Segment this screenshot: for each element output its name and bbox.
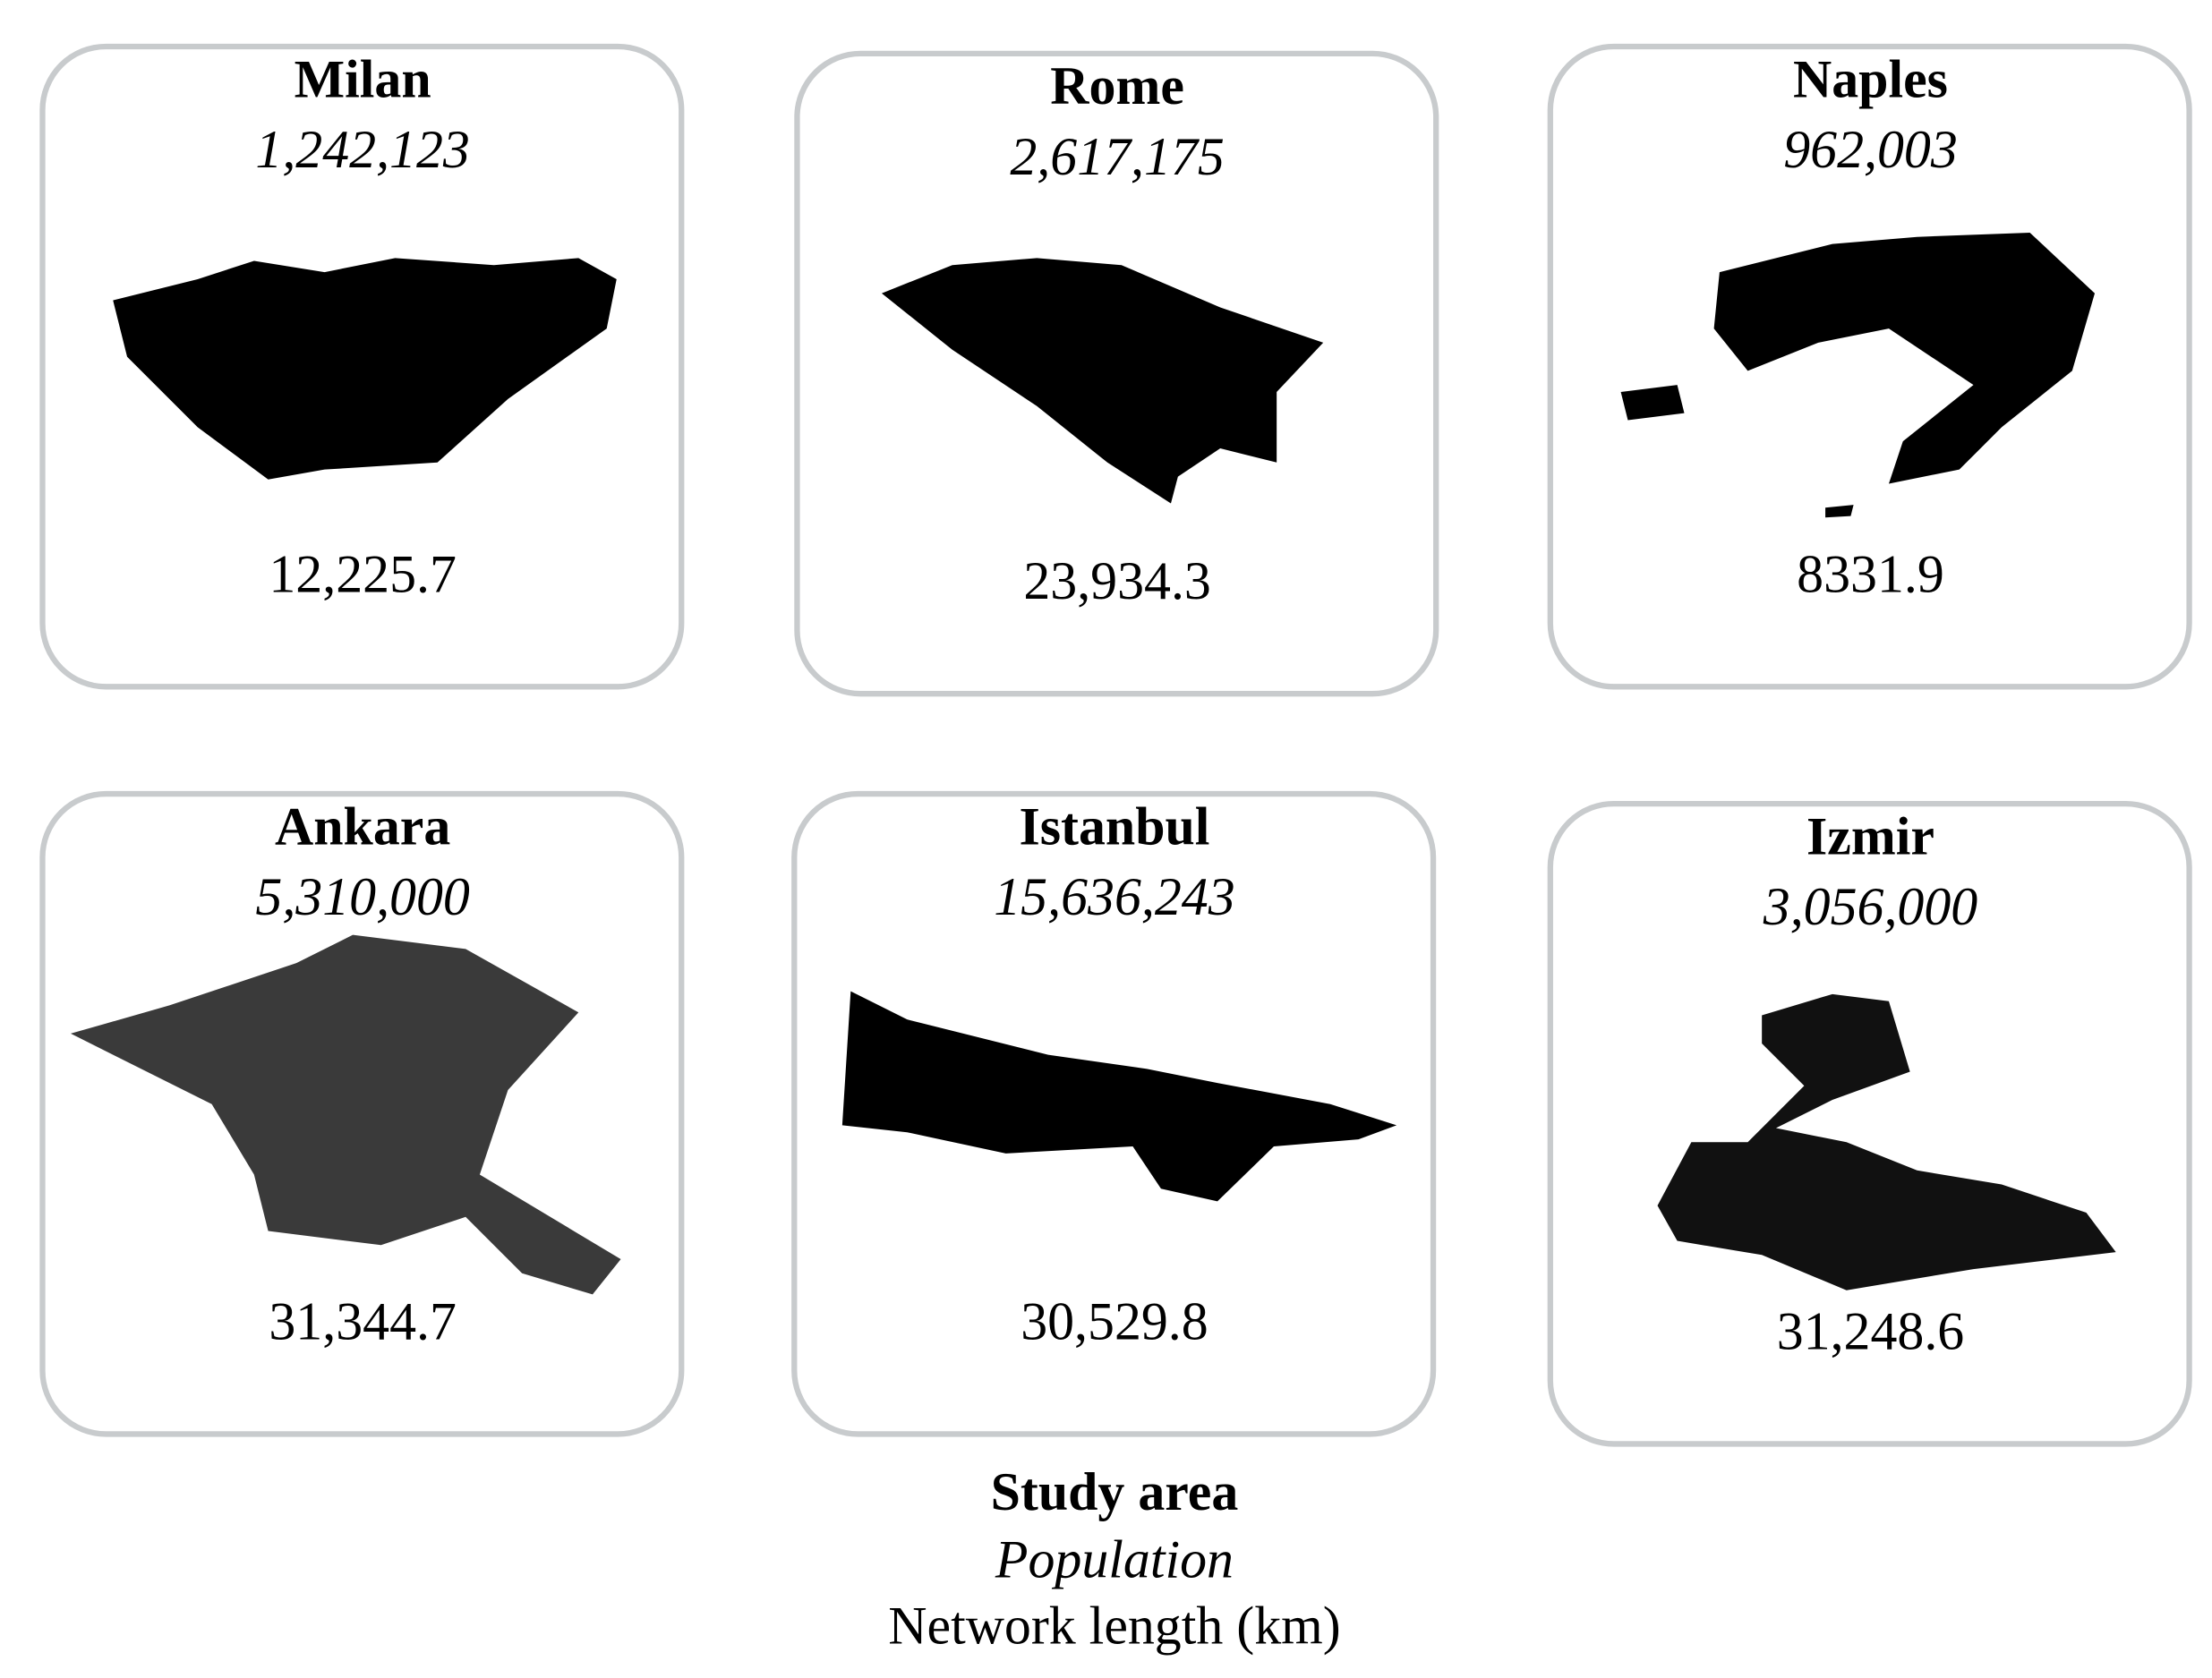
network-map — [1657, 993, 2116, 1290]
network-length: 8331.9 — [1797, 544, 1944, 603]
population: 1,242,123 — [255, 120, 469, 179]
panel: Naples 962,003 8331.9 — [1547, 43, 2192, 690]
population: 2,617,175 — [1010, 127, 1224, 186]
legend-title: Study area — [991, 1462, 1239, 1521]
population: 15,636,243 — [994, 867, 1234, 926]
city-name: Ankara — [275, 796, 450, 856]
network-length: 30,529.8 — [1021, 1291, 1208, 1350]
network-length: 31,248.6 — [1777, 1301, 1965, 1360]
network-map — [113, 258, 617, 480]
legend-network-length: Network length (km) — [888, 1597, 1340, 1656]
panel: Milan 1,242,123 12,225.7 — [39, 43, 685, 690]
population: 962,003 — [1783, 120, 1958, 179]
city-name: Milan — [295, 49, 431, 108]
city-name: Rome — [1050, 56, 1184, 115]
panel-frame — [1547, 43, 2192, 690]
network-length: 12,225.7 — [269, 544, 457, 603]
network-map — [70, 934, 621, 1295]
panel-frame — [1547, 800, 2192, 1447]
panel: Istanbul 15,636,243 30,529.8 — [791, 790, 1437, 1437]
panel: Ankara 5,310,000 31,344.7 — [39, 790, 685, 1437]
city-name: Istanbul — [1019, 796, 1209, 856]
legend-population: Population — [995, 1530, 1234, 1589]
network-length: 23,934.3 — [1023, 551, 1211, 610]
population: 3,056,000 — [1763, 877, 1978, 936]
population: 5,310,000 — [255, 867, 470, 926]
panel: Rome 2,617,175 23,934.3 — [794, 50, 1439, 697]
city-name: Izmir — [1806, 806, 1934, 865]
network-length: 31,344.7 — [269, 1291, 457, 1350]
network-map — [841, 991, 1397, 1202]
panel: Izmir 3,056,000 31,248.6 — [1547, 800, 2192, 1447]
network-map — [1620, 232, 2096, 518]
city-name: Naples — [1793, 49, 1948, 108]
network-map — [881, 258, 1324, 504]
